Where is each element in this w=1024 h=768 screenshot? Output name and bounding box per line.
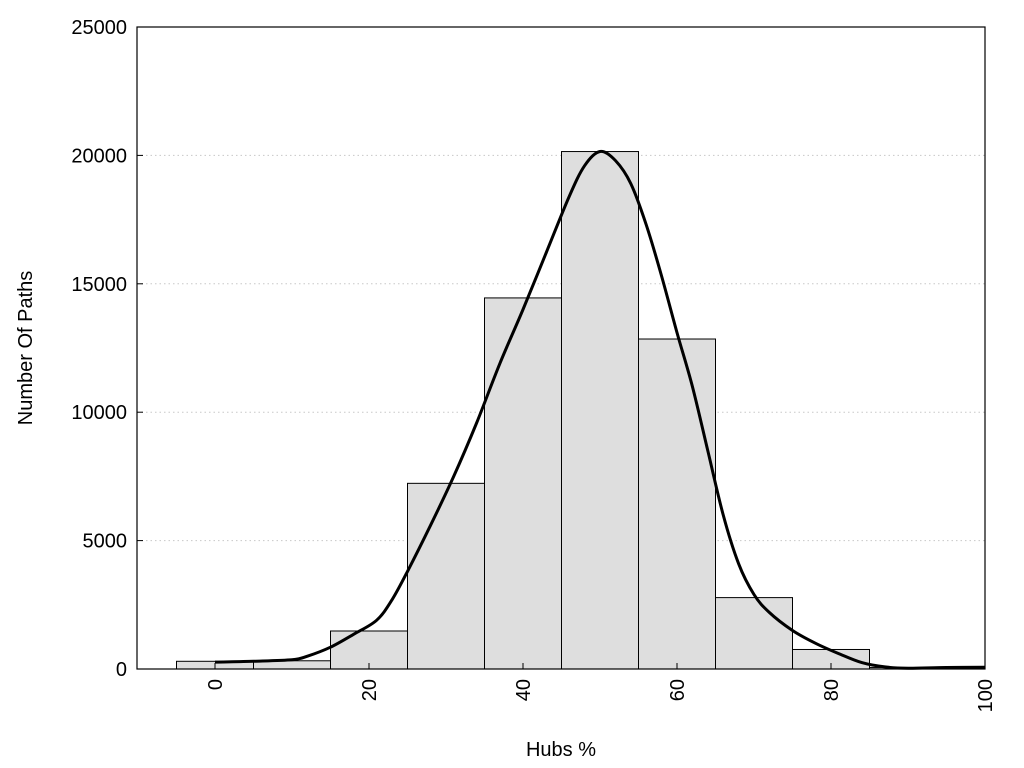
y-axis: 0 5000 10000 15000 20000 25000: [71, 17, 143, 681]
density-curve: [214, 149, 986, 670]
x-axis: 0 20 40 60 80 100: [205, 663, 997, 712]
x-axis-title: Hubs %: [526, 739, 596, 761]
x-tick-label: 40: [513, 679, 535, 701]
y-tick-label: 20000: [71, 145, 127, 167]
plot-frame: [136, 26, 986, 670]
y-tick-label: 0: [116, 659, 127, 681]
x-tick-label: 20: [359, 679, 381, 701]
bars: [176, 151, 947, 670]
y-tick-label: 5000: [83, 531, 128, 553]
bar-60: [638, 338, 716, 670]
x-tick-label: 0: [205, 679, 227, 690]
y-tick-label: 15000: [71, 274, 127, 296]
bar-40: [484, 297, 562, 670]
x-tick-label: 80: [821, 679, 843, 701]
bar-30: [407, 482, 485, 670]
y-tick-label: 25000: [71, 17, 127, 39]
x-tick-label: 60: [667, 679, 689, 701]
y-tick-label: 10000: [71, 402, 127, 424]
x-tick-label: 100: [975, 679, 997, 712]
bar-50: [561, 151, 639, 670]
y-axis-title: Number Of Paths: [15, 271, 37, 426]
bar-70: [715, 597, 793, 670]
density-curve-line: [214, 149, 986, 670]
